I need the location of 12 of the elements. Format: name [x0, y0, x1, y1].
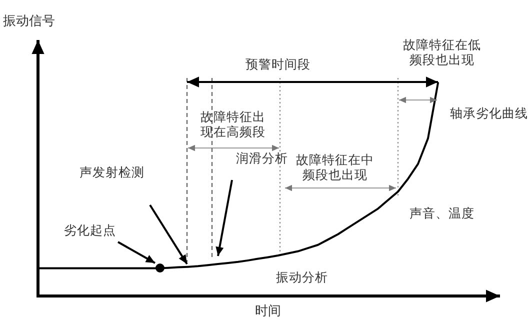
text: 故障特征在低频段也出现	[403, 37, 481, 67]
text: 轴承劣化曲线	[450, 106, 528, 120]
text: 预警时间段	[246, 56, 310, 72]
annotation: 润滑分析	[236, 150, 288, 166]
x-axis-title: 时间	[255, 304, 281, 319]
annotation: 故障特征出现在高频段	[200, 109, 266, 139]
annotation: 故障特征在中频段也出现	[296, 152, 374, 182]
annotation: 声音、温度	[410, 206, 474, 220]
annotation: 劣化起点	[64, 222, 116, 238]
y-axis-title: 振动信号	[3, 14, 55, 29]
annotation: 声发射检测	[80, 164, 144, 180]
annotation: 振动分析	[276, 270, 328, 284]
